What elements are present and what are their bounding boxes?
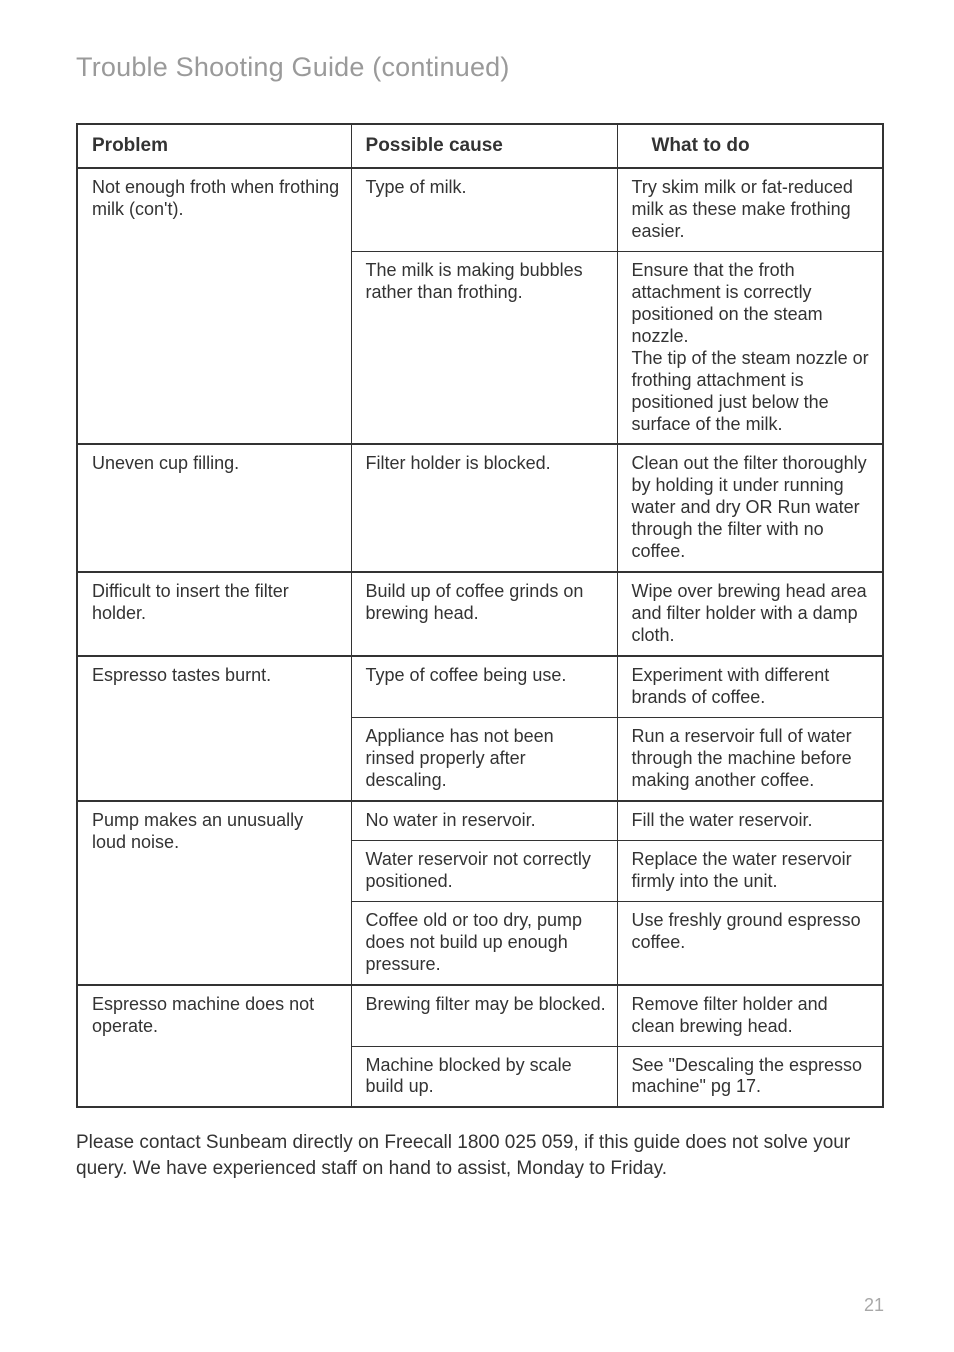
table-row: Espresso machine does not operate.Brewin… <box>77 985 883 1046</box>
footer-text: Please contact Sunbeam directly on Freec… <box>76 1130 884 1181</box>
cell-cause: The milk is making bubbles rather than f… <box>351 251 617 444</box>
col-header-todo: What to do <box>617 124 883 168</box>
cell-todo: Use freshly ground espresso coffee. <box>617 901 883 984</box>
cell-cause: Type of coffee being use. <box>351 656 617 717</box>
cell-todo: Experiment with different brands of coff… <box>617 656 883 717</box>
cell-todo: Ensure that the froth attachment is corr… <box>617 251 883 444</box>
table-body: Not enough froth when frothing milk (con… <box>77 168 883 1107</box>
cell-problem: Not enough froth when frothing milk (con… <box>77 168 351 444</box>
cell-cause: Brewing filter may be blocked. <box>351 985 617 1046</box>
cell-cause: Water reservoir not correctly positioned… <box>351 840 617 901</box>
col-header-problem: Problem <box>77 124 351 168</box>
cell-cause: Machine blocked by scale build up. <box>351 1046 617 1107</box>
cell-problem: Difficult to insert the filter holder. <box>77 572 351 656</box>
page-number: 21 <box>864 1295 884 1316</box>
table-row: Difficult to insert the filter holder.Bu… <box>77 572 883 656</box>
cell-problem: Uneven cup filling. <box>77 444 351 572</box>
cell-problem: Espresso machine does not operate. <box>77 985 351 1108</box>
cell-cause: Build up of coffee grinds on brewing hea… <box>351 572 617 656</box>
page: Trouble Shooting Guide (continued) Probl… <box>0 0 954 1352</box>
table-row: Not enough froth when frothing milk (con… <box>77 168 883 251</box>
page-title: Trouble Shooting Guide (continued) <box>76 52 884 83</box>
cell-problem: Pump makes an unusually loud noise. <box>77 801 351 985</box>
table-header-row: Problem Possible cause What to do <box>77 124 883 168</box>
cell-cause: Coffee old or too dry, pump does not bui… <box>351 901 617 984</box>
troubleshooting-table: Problem Possible cause What to do Not en… <box>76 123 884 1108</box>
cell-cause: Type of milk. <box>351 168 617 251</box>
col-header-cause: Possible cause <box>351 124 617 168</box>
table-row: Espresso tastes burnt.Type of coffee bei… <box>77 656 883 717</box>
cell-todo: Run a reservoir full of water through th… <box>617 718 883 801</box>
cell-todo: Try skim milk or fat-reduced milk as the… <box>617 168 883 251</box>
cell-todo: Replace the water reservoir firmly into … <box>617 840 883 901</box>
cell-problem: Espresso tastes burnt. <box>77 656 351 801</box>
cell-todo: Clean out the filter thoroughly by holdi… <box>617 444 883 572</box>
cell-cause: No water in reservoir. <box>351 801 617 840</box>
cell-cause: Appliance has not been rinsed properly a… <box>351 718 617 801</box>
table-row: Uneven cup filling.Filter holder is bloc… <box>77 444 883 572</box>
cell-todo: See "Descaling the espresso machine" pg … <box>617 1046 883 1107</box>
cell-cause: Filter holder is blocked. <box>351 444 617 572</box>
cell-todo: Fill the water reservoir. <box>617 801 883 840</box>
cell-todo: Remove filter holder and clean brewing h… <box>617 985 883 1046</box>
cell-todo: Wipe over brewing head area and filter h… <box>617 572 883 656</box>
table-row: Pump makes an unusually loud noise.No wa… <box>77 801 883 840</box>
